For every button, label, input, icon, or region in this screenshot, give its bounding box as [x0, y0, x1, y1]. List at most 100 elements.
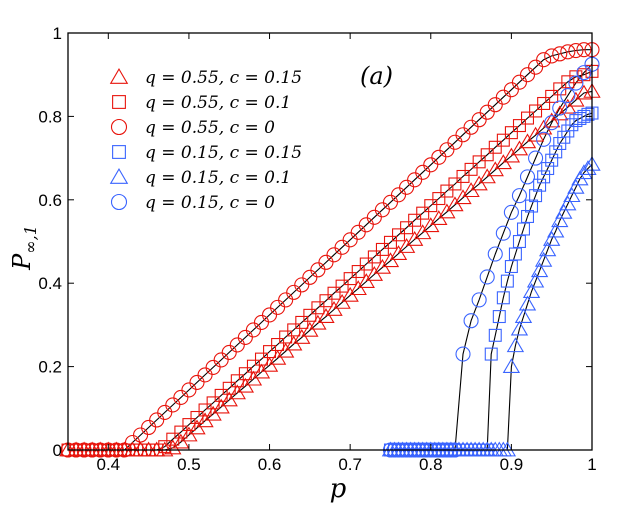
data-point — [525, 199, 539, 213]
data-point — [577, 68, 591, 82]
data-point — [174, 425, 188, 439]
data-point — [366, 209, 382, 225]
data-point — [576, 65, 592, 81]
data-point — [496, 133, 510, 147]
data-point — [238, 367, 252, 381]
data-point — [318, 254, 334, 270]
data-point — [295, 315, 309, 329]
data-point — [156, 441, 174, 457]
data-point — [408, 213, 422, 227]
data-point — [342, 232, 358, 248]
data-point — [448, 177, 462, 191]
data-point — [492, 310, 506, 324]
data-point — [519, 169, 536, 185]
data-point — [166, 432, 180, 446]
data-point — [375, 242, 389, 256]
data-point — [529, 189, 543, 203]
data-point — [559, 195, 577, 211]
data-point — [534, 251, 553, 267]
legend-entry: q = 0.55, c = 0.15 — [145, 68, 302, 88]
data-point — [229, 337, 245, 353]
data-point — [521, 209, 535, 223]
legend: q = 0.55, c = 0.15 q = 0.55, c = 0.1 q = 0… — [109, 68, 302, 213]
data-point — [310, 262, 326, 278]
data-point — [351, 265, 365, 279]
data-point — [464, 162, 478, 176]
legend-entry: q = 0.15, c = 0 — [145, 193, 275, 213]
data-point — [479, 104, 495, 120]
data-point — [359, 257, 373, 271]
data-point — [383, 235, 397, 249]
data-point — [514, 308, 533, 323]
data-point — [528, 150, 544, 166]
y-tick-label: 0.6 — [38, 191, 62, 210]
data-point — [440, 184, 454, 198]
data-point — [431, 149, 447, 165]
data-point — [552, 100, 568, 116]
data-point — [173, 389, 189, 406]
data-point — [536, 52, 552, 68]
data-point — [263, 345, 277, 359]
data-point — [504, 126, 518, 140]
data-point — [311, 301, 325, 315]
data-point — [334, 239, 350, 255]
data-point — [528, 59, 544, 75]
data-point — [496, 291, 510, 305]
data-point — [432, 192, 446, 206]
data-point — [471, 292, 487, 308]
data-point — [516, 222, 530, 236]
theory-curve — [390, 112, 593, 451]
legend-entry: q = 0.55, c = 0.1 — [145, 93, 291, 113]
data-point — [568, 42, 584, 59]
legend-marker — [112, 95, 126, 109]
data-point — [302, 269, 318, 285]
data-point — [538, 241, 557, 257]
data-point — [511, 74, 527, 90]
legend-marker — [109, 168, 129, 184]
data-point — [522, 283, 541, 298]
legend-entry: q = 0.15, c = 0.1 — [145, 168, 291, 188]
data-point — [495, 225, 511, 241]
data-point — [214, 388, 228, 402]
data-point — [181, 382, 197, 398]
data-point — [279, 330, 293, 344]
y-axis-label-main: P — [8, 253, 36, 271]
data-point — [518, 295, 537, 311]
data-point — [544, 115, 560, 131]
data-point — [213, 352, 229, 368]
x-tick-label: 0.7 — [338, 455, 362, 474]
data-point — [511, 188, 527, 204]
data-point — [343, 272, 357, 286]
theory-curve — [68, 49, 592, 451]
legend-marker — [112, 145, 126, 159]
data-point — [149, 412, 165, 428]
data-point — [190, 410, 204, 424]
data-point — [545, 89, 559, 103]
data-point — [463, 313, 479, 329]
data-point — [479, 269, 495, 285]
data-point — [424, 199, 438, 213]
y-tick-label: 0.4 — [38, 274, 62, 293]
data-point — [503, 82, 519, 98]
data-point — [529, 104, 543, 118]
series-1 — [61, 64, 599, 457]
legend-marker — [110, 193, 128, 211]
theory-curve — [390, 63, 593, 451]
data-point — [502, 358, 521, 374]
data-point — [326, 247, 342, 263]
data-point — [503, 204, 519, 220]
data-point — [537, 96, 551, 110]
x-tick-label: 1 — [587, 455, 596, 474]
data-point — [547, 222, 565, 238]
data-point — [407, 172, 423, 188]
x-tick-label: 0.9 — [500, 455, 524, 474]
data-point — [230, 374, 244, 388]
x-tick-label: 0.5 — [177, 455, 201, 474]
data-point — [447, 134, 463, 150]
data-point — [510, 320, 529, 336]
x-tick-label: 0.4 — [96, 455, 120, 474]
legend-entry: q = 0.15, c = 0.15 — [145, 143, 302, 163]
data-point — [221, 344, 237, 360]
data-point — [576, 42, 592, 58]
data-point — [560, 44, 576, 60]
